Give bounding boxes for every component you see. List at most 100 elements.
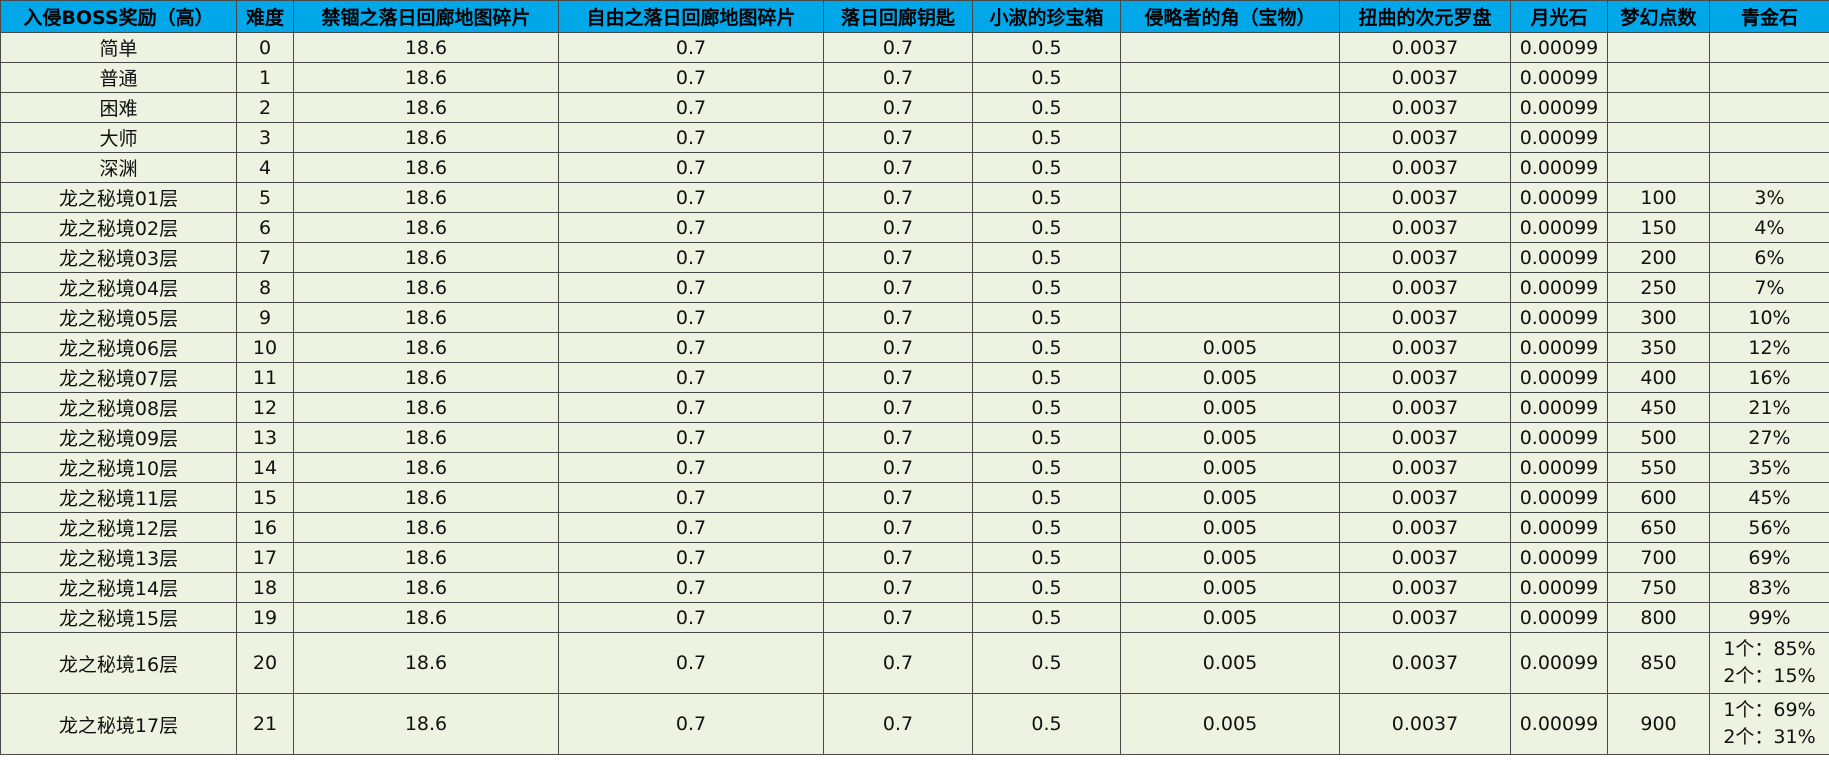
- table-cell: 0.00099: [1510, 152, 1608, 183]
- table-cell: 0.00099: [1510, 302, 1608, 333]
- table-cell: 深渊: [0, 152, 237, 183]
- table-cell: 0.5: [972, 272, 1121, 303]
- table-cell: 18.6: [293, 392, 559, 423]
- table-cell: 4: [236, 152, 294, 183]
- column-header: 难度: [236, 0, 294, 33]
- column-header: 自由之落日回廊地图碎片: [558, 0, 824, 33]
- table-cell: 0.0037: [1339, 332, 1511, 363]
- table-cell: 850: [1607, 632, 1710, 694]
- table-cell: 0.7: [558, 693, 824, 755]
- table-cell: 龙之秘境03层: [0, 242, 237, 273]
- table-cell: 0.7: [558, 602, 824, 633]
- table-cell: 困难: [0, 92, 237, 123]
- table-cell: 3: [236, 122, 294, 153]
- table-cell: 0.00099: [1510, 362, 1608, 393]
- table-cell: 0.005: [1120, 693, 1340, 755]
- table-cell: 1: [236, 62, 294, 93]
- table-cell: 18.6: [293, 422, 559, 453]
- table-cell: 0.7: [823, 32, 973, 63]
- table-cell: 0.7: [823, 693, 973, 755]
- table-cell: 0.0037: [1339, 602, 1511, 633]
- table-cell: 0.7: [558, 452, 824, 483]
- table-cell: [1120, 152, 1340, 183]
- table-cell: 0.005: [1120, 482, 1340, 513]
- table-cell: 0.5: [972, 512, 1121, 543]
- table-cell: 20: [236, 632, 294, 694]
- table-cell: 0.00099: [1510, 482, 1608, 513]
- table-cell: [1120, 62, 1340, 93]
- table-cell: 5: [236, 182, 294, 213]
- column-header: 月光石: [1510, 0, 1608, 33]
- table-cell: 8: [236, 272, 294, 303]
- table-cell: 0.7: [823, 302, 973, 333]
- table-cell: 18.6: [293, 152, 559, 183]
- table-cell: 0.5: [972, 602, 1121, 633]
- table-cell: 700: [1607, 542, 1710, 573]
- table-cell: 18.6: [293, 272, 559, 303]
- table-cell: 0.00099: [1510, 32, 1608, 63]
- table-cell: 龙之秘境01层: [0, 182, 237, 213]
- cell-line: 2个：15%: [1723, 665, 1816, 687]
- table-cell: 18.6: [293, 602, 559, 633]
- table-cell: 21%: [1709, 392, 1829, 423]
- table-cell: 18.6: [293, 452, 559, 483]
- table-cell: 0.5: [972, 392, 1121, 423]
- table-cell: 0.7: [823, 92, 973, 123]
- table-cell: 龙之秘境04层: [0, 272, 237, 303]
- table-cell: 0.5: [972, 632, 1121, 694]
- table-cell: 0.0037: [1339, 632, 1511, 694]
- table-row: 龙之秘境04层 8 18.6 0.7 0.7 0.5 0.0037 0.00099 250 7%: [0, 272, 1829, 303]
- table-cell: 0.7: [558, 212, 824, 243]
- table-cell: 0.7: [558, 482, 824, 513]
- table-cell: 0.7: [823, 62, 973, 93]
- table-cell: [1120, 272, 1340, 303]
- table-cell: 18.6: [293, 182, 559, 213]
- table-cell: 简单: [0, 32, 237, 63]
- table-cell: 0.5: [972, 482, 1121, 513]
- table-cell: 18.6: [293, 542, 559, 573]
- table-cell: 0.0037: [1339, 272, 1511, 303]
- table-cell: 0.7: [558, 92, 824, 123]
- table-cell: 0.7: [558, 392, 824, 423]
- table-cell: 大师: [0, 122, 237, 153]
- table-cell: 600: [1607, 482, 1710, 513]
- table-cell: 0.0037: [1339, 512, 1511, 543]
- table-cell: 10: [236, 332, 294, 363]
- table-cell: 18.6: [293, 572, 559, 603]
- table-cell: 0.00099: [1510, 512, 1608, 543]
- table-row: 大师 3 18.6 0.7 0.7 0.5 0.0037 0.00099: [0, 122, 1829, 153]
- table-row: 龙之秘境01层 5 18.6 0.7 0.7 0.5 0.0037 0.00099 100 3%: [0, 182, 1829, 213]
- table-cell: 0.5: [972, 122, 1121, 153]
- table-cell: 18.6: [293, 242, 559, 273]
- table-cell: 6: [236, 212, 294, 243]
- table-cell: 0.005: [1120, 392, 1340, 423]
- table-cell: 0.0037: [1339, 302, 1511, 333]
- table-row: 龙之秘境06层 10 18.6 0.7 0.7 0.5 0.005 0.0037 0.00099…: [0, 332, 1829, 363]
- table-row: 普通 1 18.6 0.7 0.7 0.5 0.0037 0.00099: [0, 62, 1829, 93]
- table-cell: 0.005: [1120, 362, 1340, 393]
- table-cell: 0.005: [1120, 332, 1340, 363]
- table-cell: [1120, 242, 1340, 273]
- table-cell: [1607, 32, 1710, 63]
- table-cell: 14: [236, 452, 294, 483]
- table-cell: 16: [236, 512, 294, 543]
- table-cell: 99%: [1709, 602, 1829, 633]
- table-cell: 0.0037: [1339, 122, 1511, 153]
- table-cell: 3%: [1709, 182, 1829, 213]
- table-cell: 0.7: [558, 572, 824, 603]
- table-cell: [1607, 122, 1710, 153]
- table-cell: 0.005: [1120, 422, 1340, 453]
- table-cell: 350: [1607, 332, 1710, 363]
- table-cell: 0: [236, 32, 294, 63]
- table-cell: 56%: [1709, 512, 1829, 543]
- table-cell: 0.00099: [1510, 602, 1608, 633]
- table-cell: 0.00099: [1510, 92, 1608, 123]
- table-cell: 12: [236, 392, 294, 423]
- table-cell: 0.0037: [1339, 32, 1511, 63]
- table-cell: [1607, 152, 1710, 183]
- table-cell: 0.5: [972, 362, 1121, 393]
- table-cell: 18.6: [293, 212, 559, 243]
- table-cell: 11: [236, 362, 294, 393]
- table-cell: 0.7: [558, 632, 824, 694]
